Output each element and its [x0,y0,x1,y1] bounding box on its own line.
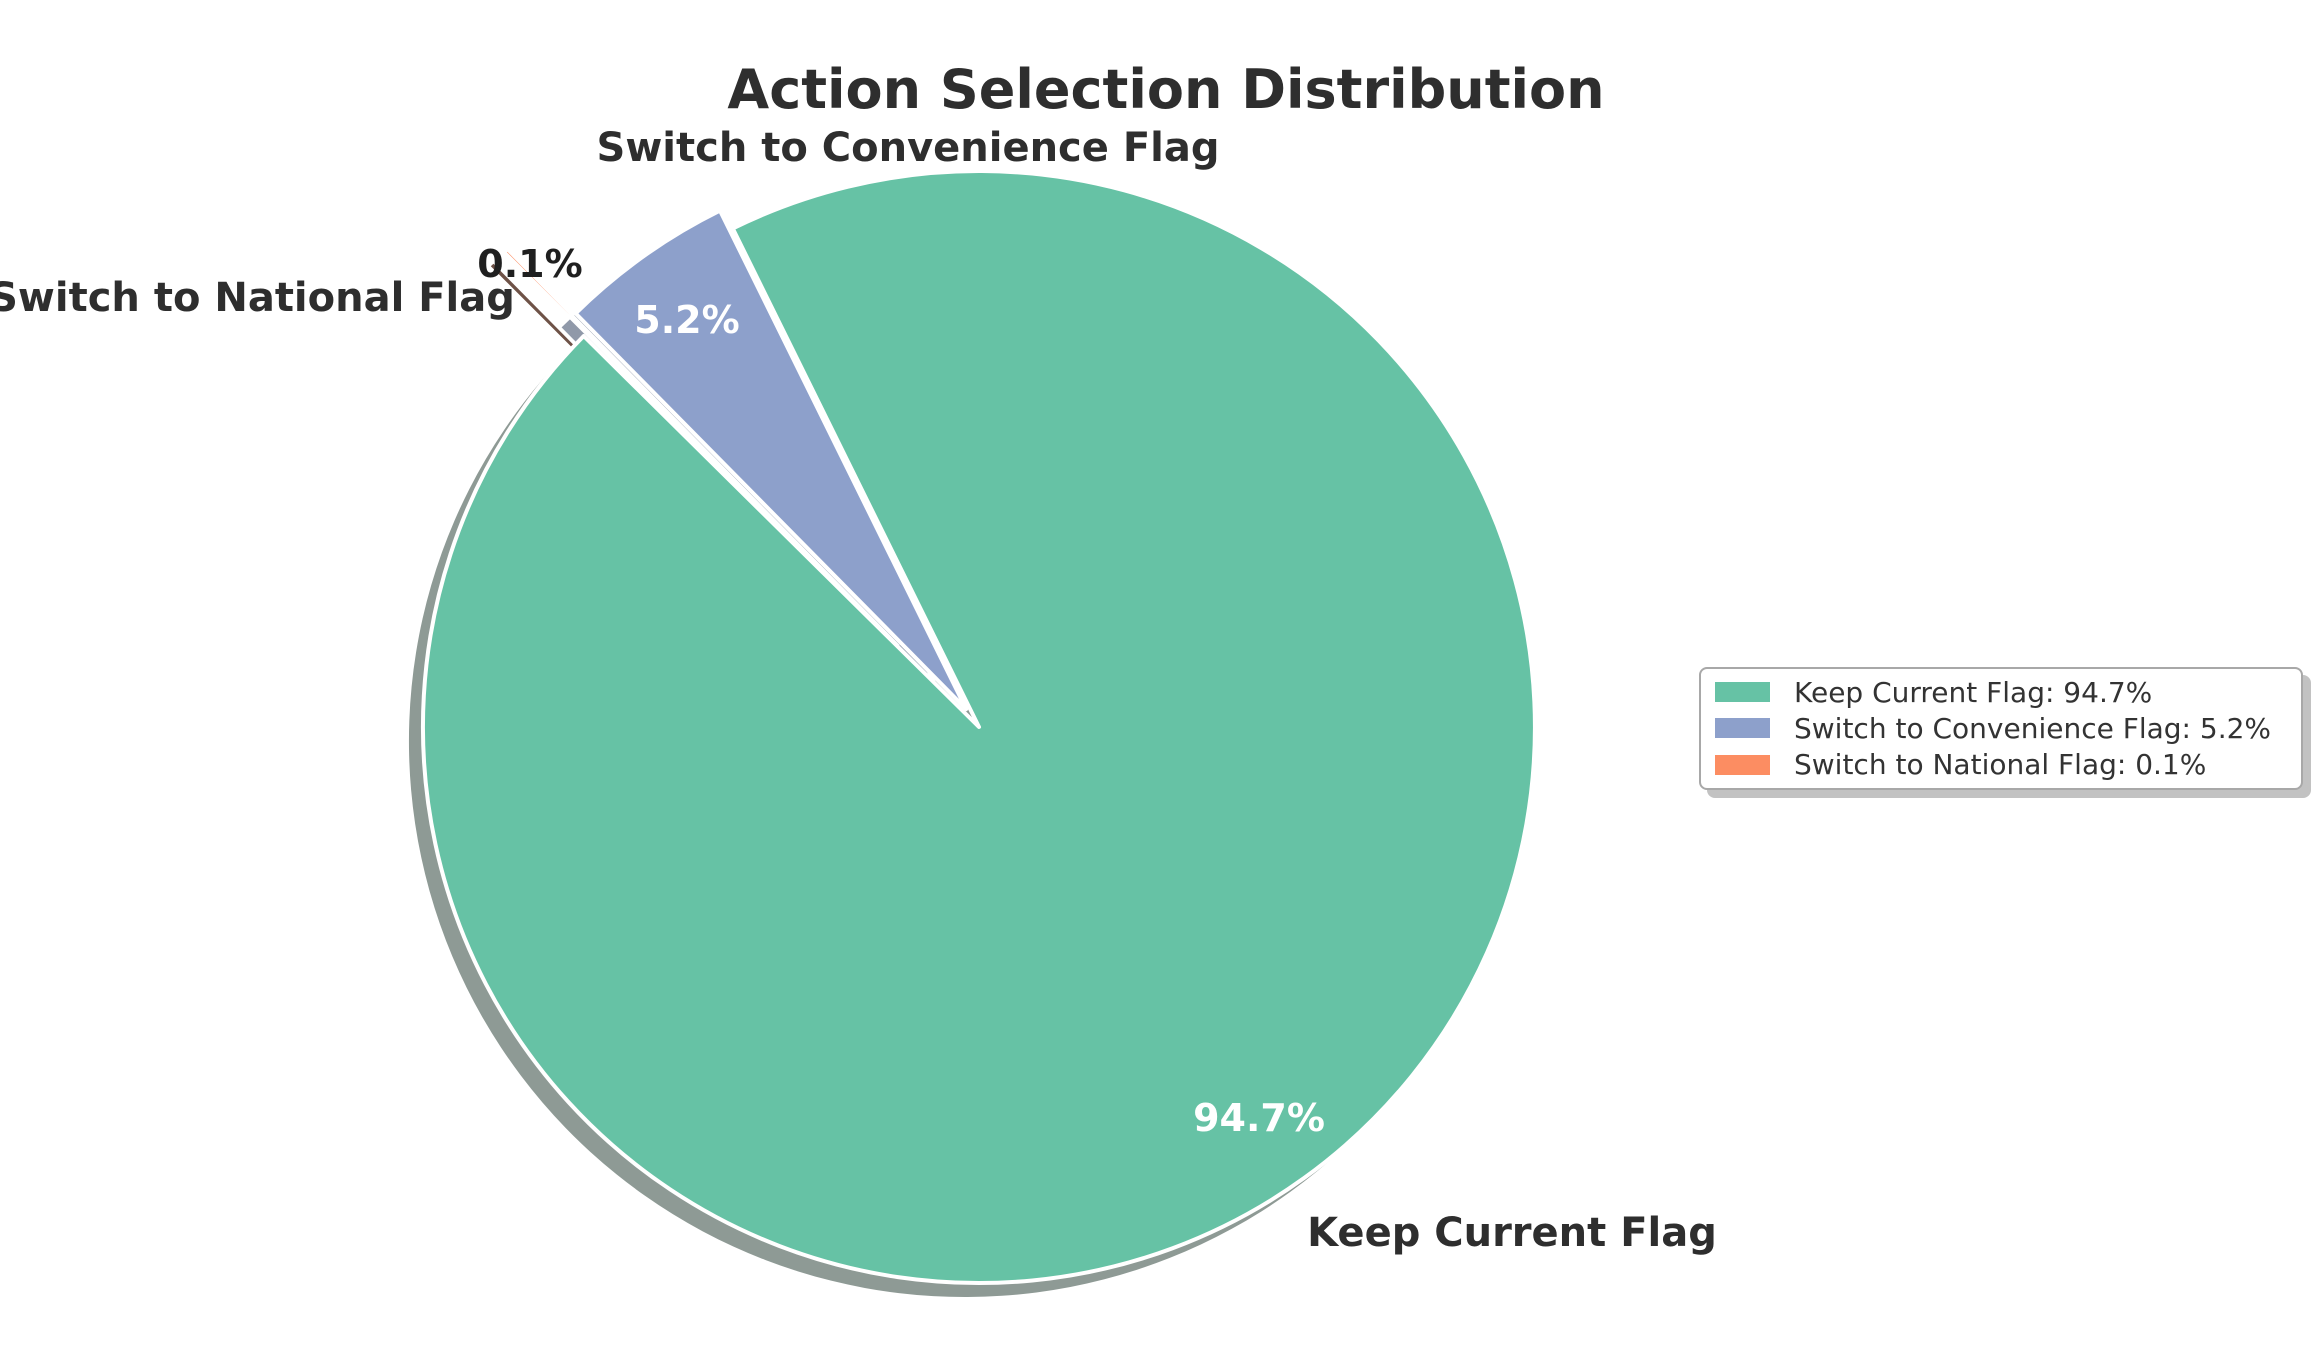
legend-swatch-convenience [1715,718,1770,739]
slice-label-convenience: Switch to Convenience Flag [596,125,1220,171]
chart-title: Action Selection Distribution [727,58,1605,121]
legend-swatch-keep [1715,682,1770,703]
legend-row-keep: Keep Current Flag: 94.7% [1715,674,2287,710]
legend-label-keep: Keep Current Flag: 94.7% [1794,675,2153,709]
pct-label-convenience: 5.2% [634,298,740,342]
legend-swatch-convenience-rect [1715,718,1770,739]
legend-label-national: Switch to National Flag: 0.1% [1794,748,2207,782]
slice-label-keep: Keep Current Flag [1307,1210,1717,1256]
pct-label-national: 0.1% [477,242,583,286]
legend-label-convenience: Switch to Convenience Flag: 5.2% [1794,711,2272,745]
pct-label-keep: 94.7% [1193,1096,1325,1140]
convenience-slice [573,208,969,712]
slice-label-national: Switch to National Flag [0,275,515,321]
legend-swatch-keep-rect [1715,682,1770,703]
keep-slice [420,169,1537,1286]
legend-row-convenience: Switch to Convenience Flag: 5.2% [1715,710,2287,746]
legend-row-national: Switch to National Flag: 0.1% [1715,747,2287,783]
legend-swatch-national-rect [1715,754,1770,775]
legend: Keep Current Flag: 94.7% Switch to Conve… [1699,667,2303,790]
legend-swatch-national [1715,754,1770,775]
national-slice [503,248,900,647]
